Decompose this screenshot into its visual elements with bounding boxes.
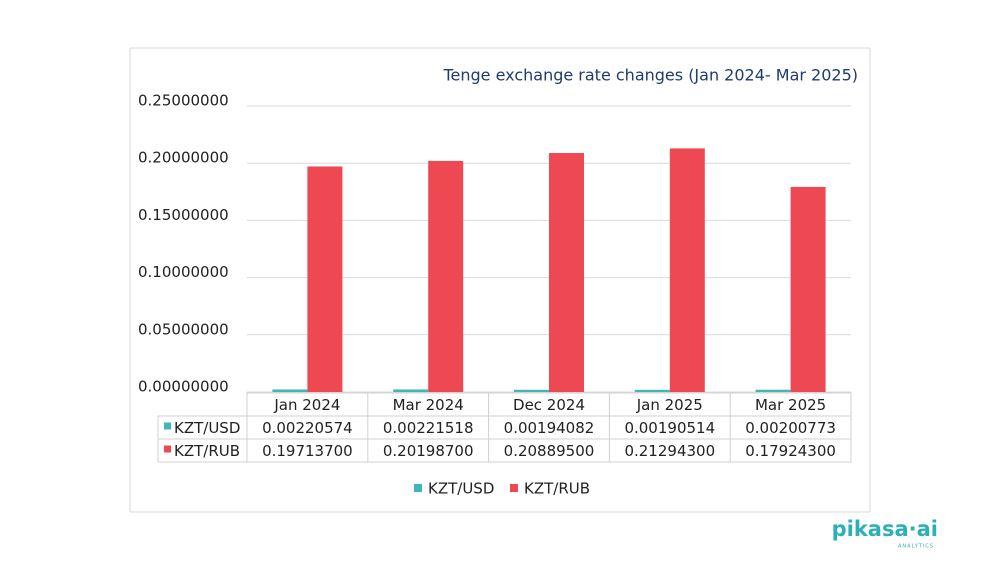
table-legend-key <box>164 422 171 430</box>
table-cell: 0.20198700 <box>383 442 474 460</box>
bar <box>272 389 308 392</box>
x-tick-label: Mar 2024 <box>393 396 464 414</box>
table-legend-key <box>164 445 171 453</box>
bar <box>634 389 670 392</box>
table-cell: 0.00190514 <box>624 419 715 437</box>
table-cell: 0.00194082 <box>504 419 595 437</box>
legend-swatch <box>510 484 518 492</box>
bar <box>428 160 464 392</box>
table-cell: 0.20889500 <box>504 442 595 460</box>
bar <box>755 389 791 392</box>
table-cell: 0.00220574 <box>262 419 353 437</box>
table-cell: 0.21294300 <box>624 442 715 460</box>
x-tick-label: Mar 2025 <box>755 396 826 414</box>
table-row-label: KZT/RUB <box>174 442 240 460</box>
bar <box>514 389 549 392</box>
bar <box>393 389 429 392</box>
legend-swatch <box>414 484 422 492</box>
y-tick-label: 0.10000000 <box>138 263 229 281</box>
table-cell: 0.19713700 <box>262 442 353 460</box>
legend-label: KZT/RUB <box>524 480 590 498</box>
table-cell: 0.00200773 <box>745 419 836 437</box>
bar <box>790 186 826 392</box>
logo-name: pikasa·ai <box>832 517 938 541</box>
y-tick-label: 0.15000000 <box>138 206 229 224</box>
y-tick-label: 0.00000000 <box>138 378 229 396</box>
bar <box>669 148 705 392</box>
table-cell: 0.17924300 <box>745 442 836 460</box>
x-tick-label: Jan 2025 <box>636 396 703 414</box>
chart-title: Tenge exchange rate changes (Jan 2024- M… <box>442 66 858 85</box>
x-tick-label: Jan 2024 <box>273 396 340 414</box>
bar <box>307 166 343 392</box>
y-tick-label: 0.05000000 <box>138 320 229 338</box>
table-cell: 0.00221518 <box>383 419 474 437</box>
y-tick-label: 0.20000000 <box>138 149 229 167</box>
logo-tagline: ANALYTICS <box>898 544 934 550</box>
x-tick-label: Dec 2024 <box>513 396 585 414</box>
chart-frame <box>129 47 871 513</box>
legend-label: KZT/USD <box>428 480 494 498</box>
y-tick-label: 0.25000000 <box>138 92 229 110</box>
table-row-label: KZT/USD <box>174 419 240 437</box>
bar <box>549 153 584 392</box>
